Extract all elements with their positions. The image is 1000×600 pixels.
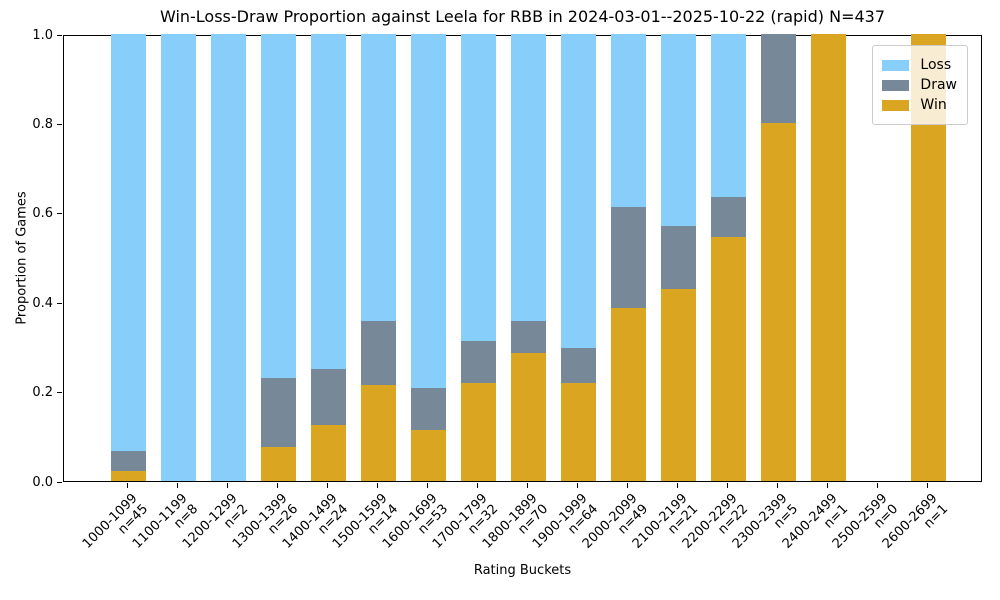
legend-item-loss: Loss	[882, 57, 957, 73]
bar-segment-win	[661, 289, 696, 481]
bar-segment-draw	[511, 321, 546, 354]
bar-2000-2099	[611, 33, 646, 481]
legend-swatch-win	[882, 99, 910, 111]
bar-1400-1499	[311, 34, 346, 481]
chart-title: Win-Loss-Draw Proportion against Leela f…	[159, 7, 886, 26]
bar-segment-loss	[561, 34, 596, 349]
legend-label: Win	[920, 97, 947, 113]
bar-segment-draw	[561, 348, 596, 384]
bar-1300-1399	[261, 34, 296, 481]
x-tick-mark	[727, 483, 728, 488]
bar-1600-1699	[411, 34, 446, 481]
x-tick-mark	[527, 483, 528, 488]
x-tick-mark	[777, 483, 778, 488]
bar-segment-win	[461, 383, 496, 481]
x-tick-mark	[227, 483, 228, 488]
bar-segment-loss	[161, 34, 196, 481]
bar-segment-win	[311, 425, 346, 481]
bar-segment-win	[611, 307, 646, 481]
bar-segment-win	[411, 430, 446, 481]
bar-segment-draw	[361, 321, 396, 386]
bar-segment-loss	[361, 33, 396, 322]
legend-item-draw: Draw	[882, 77, 957, 93]
x-tick-mark	[577, 483, 578, 488]
y-tick-label: 0.8	[32, 116, 53, 132]
x-tick-mark	[627, 483, 628, 488]
x-tick-mark	[877, 483, 878, 488]
bar-segment-draw	[411, 388, 446, 431]
x-tick-mark	[677, 483, 678, 488]
y-tick-label: 1.0	[32, 27, 53, 43]
bar-segment-draw	[261, 377, 296, 447]
bar-segment-win	[511, 353, 546, 481]
bar-2300-2399	[761, 34, 796, 481]
bar-segment-loss	[611, 33, 646, 208]
y-tick-label: 0.0	[32, 474, 53, 490]
x-tick-mark	[827, 483, 828, 488]
bar-1500-1599	[361, 33, 396, 481]
bar-1200-1299	[211, 34, 246, 481]
bar-segment-loss	[461, 33, 496, 342]
x-tick-mark	[927, 483, 928, 488]
x-tick-mark	[177, 483, 178, 488]
plot-area: Loss Draw Win	[63, 33, 982, 482]
y-tick-mark	[57, 213, 62, 215]
bar-segment-win	[561, 383, 596, 481]
bar-segment-win	[111, 471, 146, 481]
bar-segment-loss	[261, 34, 296, 378]
x-tick-mark	[277, 483, 278, 488]
legend-swatch-draw	[882, 79, 910, 91]
bar-segment-win	[711, 237, 746, 481]
bar-2200-2299	[711, 34, 746, 481]
bar-segment-draw	[111, 451, 146, 472]
bar-segment-win	[811, 34, 846, 481]
bar-1000-1099	[111, 34, 146, 481]
bar-segment-draw	[661, 225, 696, 290]
y-tick-label: 0.2	[32, 385, 53, 401]
bar-segment-loss	[661, 33, 696, 226]
x-tick-mark	[477, 483, 478, 488]
y-tick-mark	[57, 123, 62, 125]
bar-1700-1799	[461, 33, 496, 481]
y-tick-label: 0.4	[32, 295, 53, 311]
bar-2400-2499	[811, 34, 846, 481]
x-tick-mark	[377, 483, 378, 488]
bar-1900-1999	[561, 34, 596, 481]
x-axis-label: Rating Buckets	[473, 563, 572, 578]
y-tick-mark	[57, 302, 62, 304]
legend-label: Loss	[920, 57, 952, 73]
legend-item-win: Win	[882, 97, 957, 113]
y-tick-label: 0.6	[32, 206, 53, 222]
y-tick-mark	[57, 392, 62, 394]
bar-segment-draw	[461, 341, 496, 384]
bar-1100-1199	[161, 34, 196, 481]
y-tick-mark	[57, 34, 62, 36]
bar-segment-loss	[711, 34, 746, 197]
bar-1800-1899	[511, 34, 546, 481]
bar-segment-draw	[711, 196, 746, 238]
bar-segment-loss	[311, 34, 346, 370]
bar-2100-2199	[661, 33, 696, 481]
bar-segment-loss	[111, 34, 146, 452]
bar-segment-loss	[511, 34, 546, 322]
bar-segment-win	[761, 123, 796, 481]
legend-swatch-loss	[882, 59, 910, 71]
x-tick-mark	[327, 483, 328, 488]
legend-label: Draw	[920, 77, 957, 93]
legend: Loss Draw Win	[872, 45, 968, 125]
bar-segment-win	[261, 446, 296, 481]
bar-segment-loss	[411, 34, 446, 389]
bar-segment-draw	[761, 34, 796, 124]
bar-segment-win	[361, 385, 396, 481]
x-tick-mark	[427, 483, 428, 488]
bar-segment-loss	[211, 34, 246, 481]
y-tick-mark	[57, 481, 62, 483]
x-tick-mark	[127, 483, 128, 488]
bar-segment-draw	[611, 207, 646, 308]
bar-segment-draw	[311, 369, 346, 426]
